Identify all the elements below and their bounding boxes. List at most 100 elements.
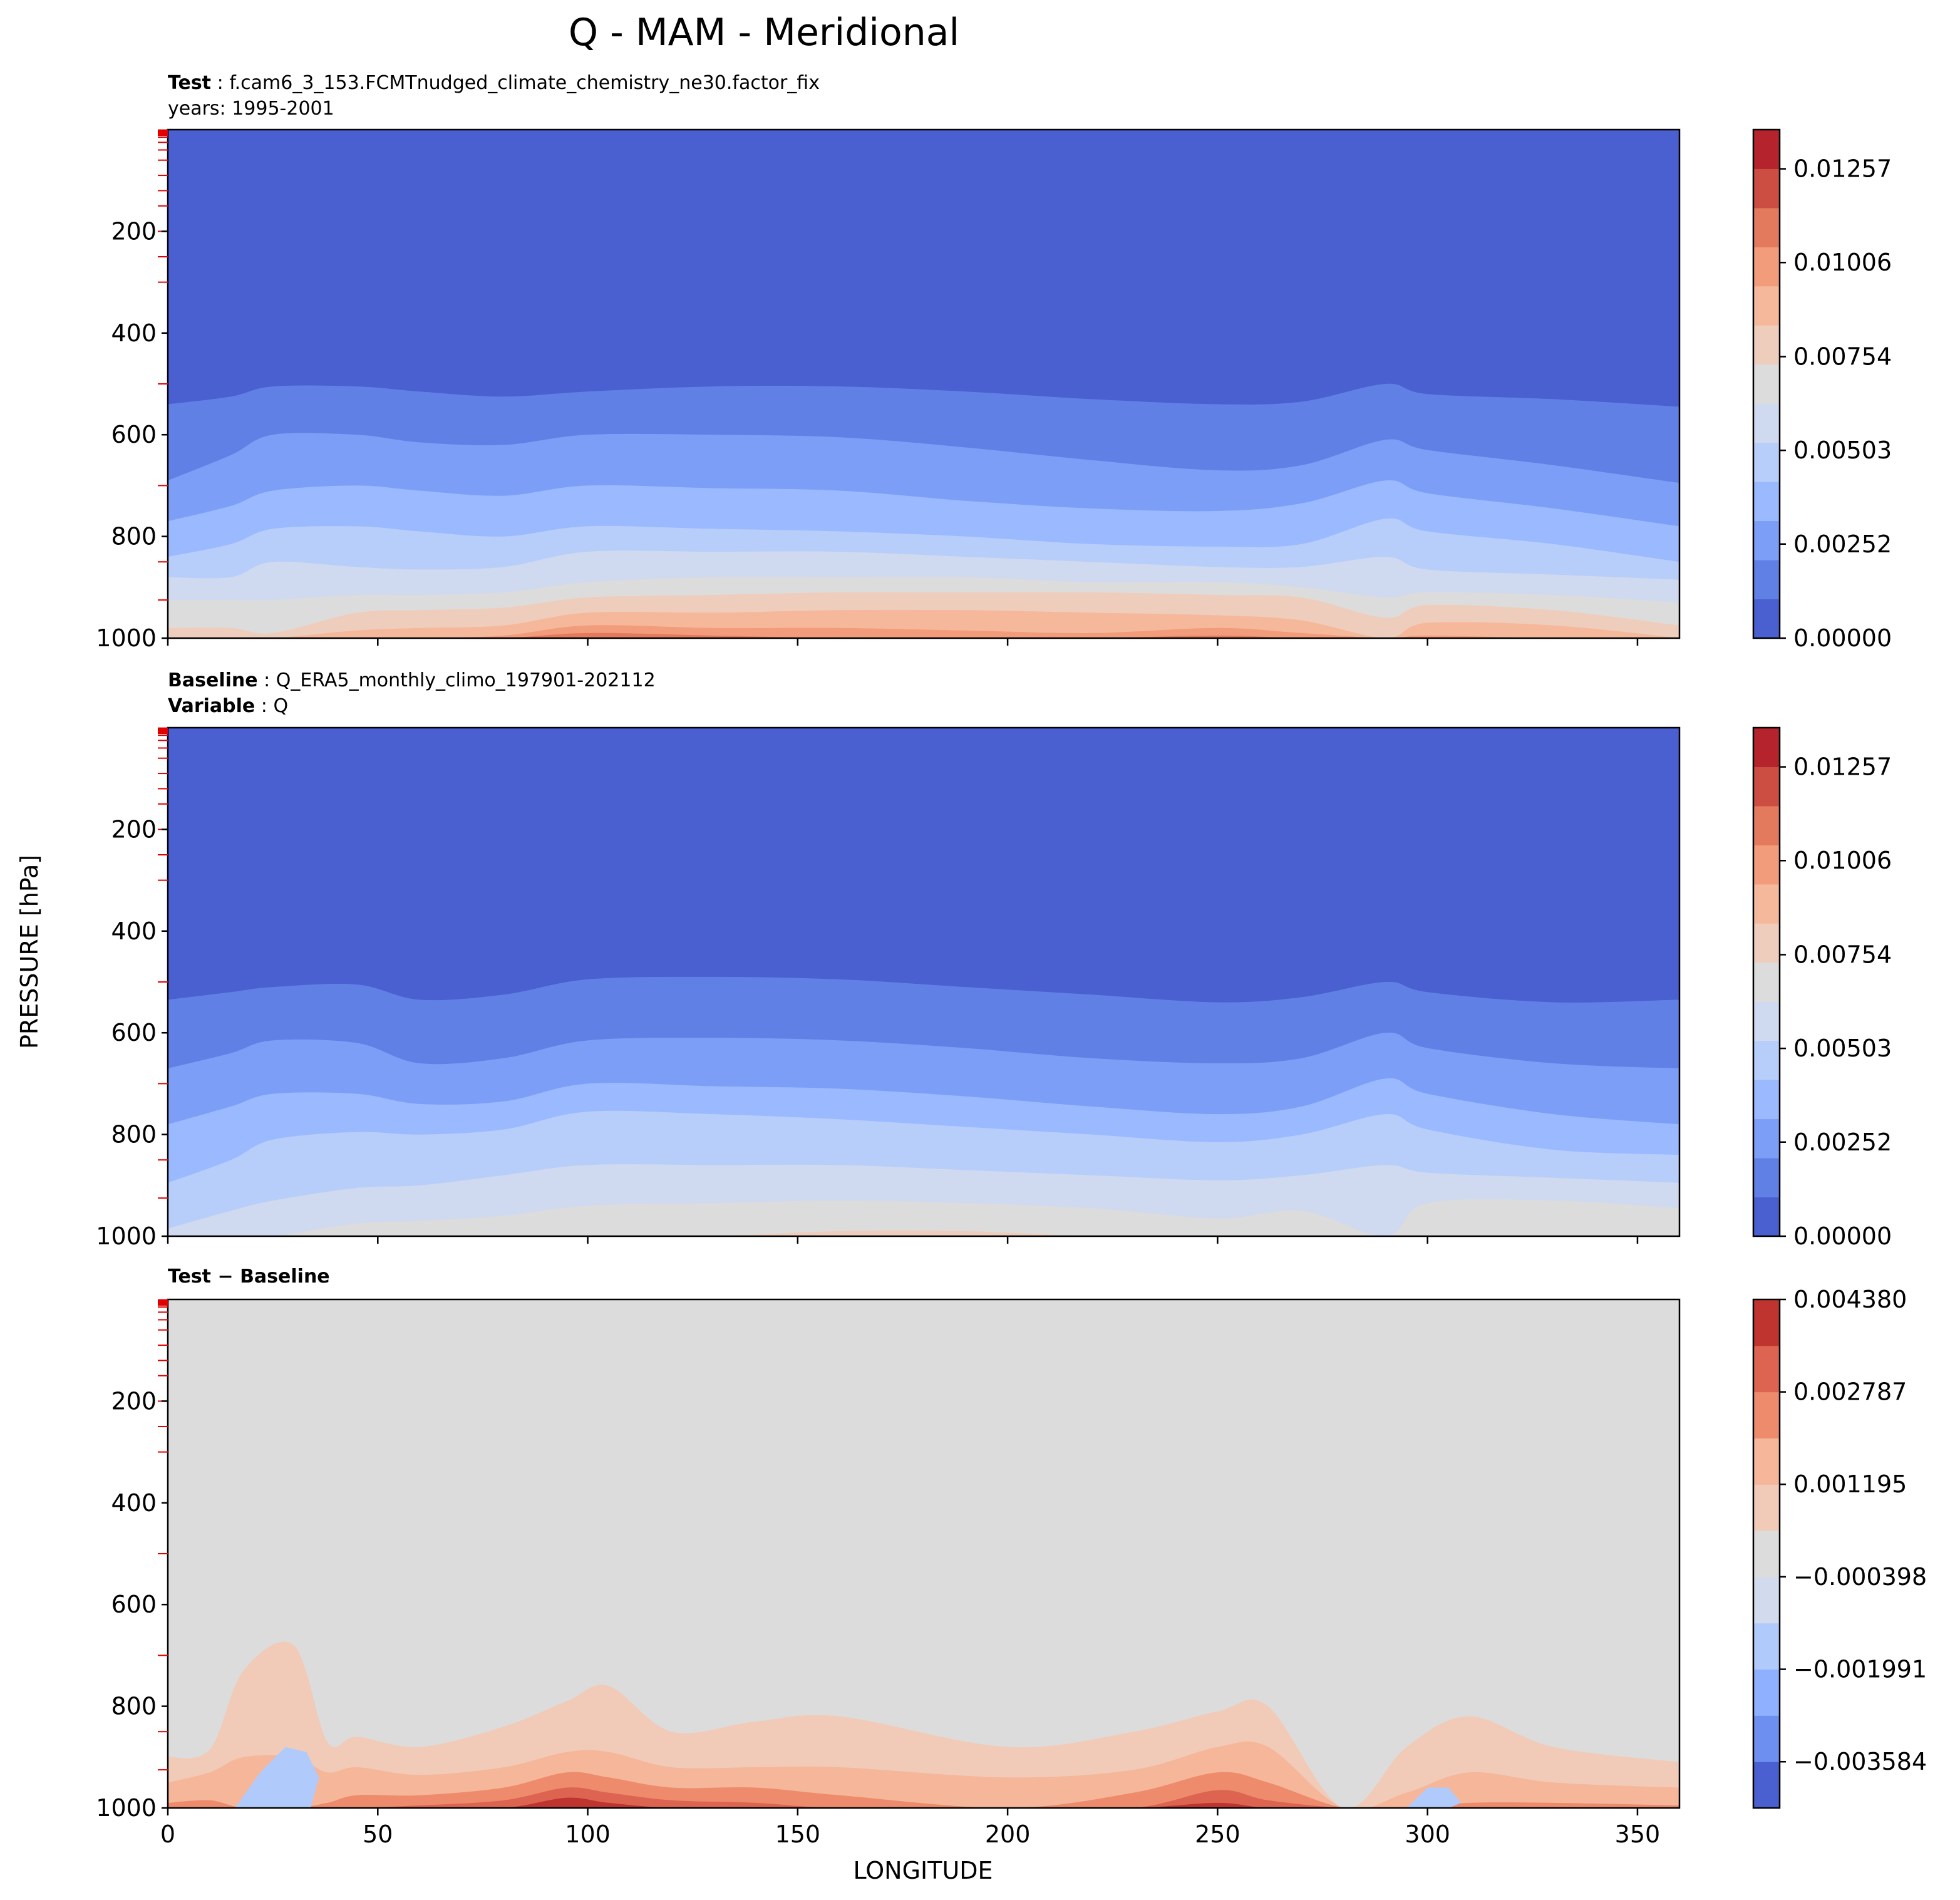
colorbar-tick-label: 0.002787: [1793, 1378, 1907, 1406]
diff-header: Test − Baseline: [168, 1266, 330, 1288]
y-tick-label: 400: [111, 1489, 157, 1517]
colorbar-segment: [1753, 1001, 1780, 1041]
colorbar-tick-label: 0.01257: [1793, 753, 1892, 781]
diff-header-test: Test: [168, 1266, 211, 1288]
y-tick-label: 1000: [96, 1222, 157, 1250]
y-tick-label: 1000: [96, 1794, 157, 1822]
colorbar-segment: [1753, 1158, 1780, 1198]
negative-anomaly-patch: [235, 1747, 319, 1808]
colorbar-segment: [1753, 403, 1780, 443]
baseline-header-separator: :: [258, 669, 276, 691]
test-case-name: f.cam6_3_153.FCMTnudged_climate_chemistr…: [229, 72, 820, 94]
colorbar-segment: [1753, 1299, 1780, 1346]
contour-field: [168, 728, 1679, 1236]
test-years: years: 1995-2001: [168, 98, 334, 120]
y-tick-label: 800: [111, 1121, 157, 1149]
colorbar-segment: [1753, 923, 1780, 963]
baseline-case-name: Q_ERA5_monthly_climo_197901-202112: [276, 669, 656, 691]
colorbar-tick-label: 0.00252: [1793, 1128, 1892, 1156]
test-header-separator: :: [211, 72, 229, 94]
contour-band: [168, 1797, 1679, 1808]
colorbar-segment: [1753, 1391, 1780, 1438]
colorbar-segment: [1753, 599, 1780, 639]
colorbar-frame: [1752, 1298, 1781, 1809]
colorbar-tick-label: 0.01006: [1793, 249, 1892, 276]
colorbar-segment: [1753, 767, 1780, 807]
colorbar-segment: [1753, 1623, 1780, 1670]
colorbar-segment: [1753, 1762, 1780, 1809]
contour-band: [168, 632, 1679, 638]
variable-separator: :: [255, 695, 273, 717]
y-tick-label: 600: [111, 421, 157, 448]
colorbar-segment: [1753, 207, 1780, 247]
colorbar-tick-label: 0.00754: [1793, 941, 1892, 968]
y-tick-label: 800: [111, 523, 157, 550]
x-tick-label: 150: [775, 1820, 821, 1848]
y-axis-label: PRESSURE [hPa]: [16, 855, 43, 1049]
colorbar-tick-label: −0.003584: [1793, 1748, 1927, 1775]
colorbar-tick-label: 0.00503: [1793, 436, 1892, 464]
x-axis-label: LONGITUDE: [853, 1857, 993, 1884]
negative-anomaly-patch: [1406, 1787, 1462, 1808]
variable-value: Q: [273, 695, 288, 717]
colorbar-frame: [1752, 128, 1781, 639]
colorbar-segment: [1753, 1118, 1780, 1159]
colorbar-tick-label: 0.00754: [1793, 343, 1892, 370]
y-tick-label: 200: [111, 815, 157, 843]
colorbar-tick-label: −0.000398: [1793, 1563, 1927, 1591]
y-tick-label: 200: [111, 1387, 157, 1415]
colorbar-segment: [1753, 1576, 1780, 1624]
colorbar-segment: [1753, 728, 1780, 767]
colorbar-segment: [1753, 1715, 1780, 1762]
colorbar-segment: [1753, 845, 1780, 885]
diff-header-baseline: Baseline: [240, 1266, 330, 1288]
variable-label: Variable: [168, 695, 255, 717]
contour-band: [168, 1230, 1679, 1236]
colorbar-segment: [1753, 168, 1780, 209]
colorbar-tick-label: 0.00252: [1793, 530, 1892, 558]
colorbar-tick-label: −0.001991: [1793, 1656, 1927, 1683]
colorbar: −0.003584 −0.001991 −0.000398 0.001195 0.002…: [1752, 1286, 1927, 1809]
colorbar-tick-label: 0.004380: [1793, 1286, 1907, 1313]
x-tick-label: 200: [985, 1820, 1031, 1848]
colorbar-segment: [1753, 247, 1780, 287]
baseline-header-label: Baseline: [168, 669, 258, 691]
colorbar-tick-label: 0.01257: [1793, 155, 1892, 183]
y-tick-label: 800: [111, 1693, 157, 1720]
colorbar-segment: [1753, 1345, 1780, 1393]
colorbar-segment: [1753, 560, 1780, 600]
colorbar-segment: [1753, 1531, 1780, 1577]
colorbar-segment: [1753, 130, 1780, 169]
colorbar-segment: [1753, 1040, 1780, 1080]
svg-text:Variable : Q: Variable : Q: [168, 695, 288, 717]
figure-title: Q - MAM - Meridional: [569, 11, 959, 54]
contour-band: [168, 625, 1679, 638]
test-header-label: Test: [168, 72, 211, 94]
contour-field: [168, 130, 1679, 638]
x-tick-label: 250: [1195, 1820, 1240, 1848]
colorbar-segment: [1753, 286, 1780, 326]
baseline-header: Baseline : Q_ERA5_monthly_climo_197901-2…: [168, 669, 656, 717]
colorbar-tick-label: 0.00503: [1793, 1035, 1892, 1062]
colorbar-segment: [1753, 1080, 1780, 1120]
colorbar-segment: [1753, 364, 1780, 404]
svg-text:Baseline : Q_ERA5_monthly_clim: Baseline : Q_ERA5_monthly_climo_197901-2…: [168, 669, 656, 691]
svg-text:Test − Baseline: Test − Baseline: [168, 1266, 330, 1288]
colorbar-segment: [1753, 482, 1780, 522]
colorbar-segment: [1753, 520, 1780, 560]
y-tick-label: 400: [111, 917, 157, 945]
colorbar-tick-label: 0.00000: [1793, 624, 1892, 652]
x-tick-label: 350: [1615, 1820, 1661, 1848]
colorbar-tick-label: 0.01006: [1793, 847, 1892, 874]
x-tick-label: 100: [565, 1820, 611, 1848]
y-tick-label: 200: [111, 217, 157, 245]
svg-text:Test : f.cam6_3_153.FCMTnudged: Test : f.cam6_3_153.FCMTnudged_climate_c…: [168, 72, 820, 94]
y-tick-label: 600: [111, 1591, 157, 1618]
colorbar-segment: [1753, 1484, 1780, 1531]
colorbar: 0.00000 0.00252 0.00503 0.00754 0.01006 0.012…: [1752, 726, 1892, 1250]
colorbar-segment: [1753, 325, 1780, 365]
contour-band: [168, 1199, 1679, 1236]
